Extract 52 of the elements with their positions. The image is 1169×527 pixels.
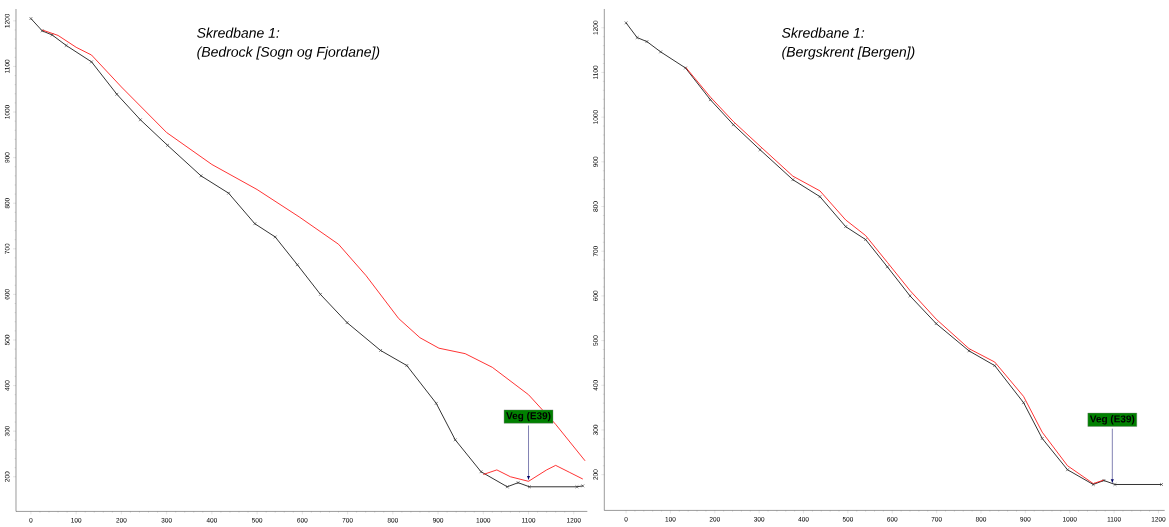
annotation: Veg (E39) <box>1089 414 1135 425</box>
point <box>434 401 438 405</box>
point <box>967 348 971 353</box>
line-series <box>482 464 584 482</box>
text: (Bergskrent [Bergen]) <box>782 46 915 60</box>
point <box>1091 482 1095 487</box>
point <box>273 235 277 239</box>
point <box>165 143 170 147</box>
point <box>575 484 579 489</box>
point <box>863 237 868 242</box>
point <box>758 147 762 152</box>
point <box>479 469 483 474</box>
point <box>199 173 203 178</box>
point <box>731 122 736 127</box>
line-series <box>685 66 1105 484</box>
point <box>138 117 143 122</box>
point <box>885 264 890 269</box>
point <box>50 33 54 37</box>
annotation: Veg (E39) <box>506 411 551 422</box>
point <box>505 484 509 489</box>
point <box>934 321 938 326</box>
point <box>405 363 409 368</box>
point <box>115 92 119 96</box>
point <box>993 363 997 368</box>
point <box>453 437 457 442</box>
point <box>345 320 349 325</box>
text: Skredbane 1: <box>197 27 280 38</box>
point <box>658 49 663 54</box>
point <box>253 221 257 226</box>
point <box>1065 467 1070 472</box>
point <box>908 294 912 298</box>
point <box>645 39 649 44</box>
point <box>295 262 300 267</box>
point <box>1102 478 1106 482</box>
point <box>1021 400 1026 405</box>
point <box>64 43 68 47</box>
point <box>226 191 231 195</box>
point <box>40 28 44 33</box>
point <box>791 177 795 182</box>
point <box>635 35 639 40</box>
point <box>1040 436 1044 440</box>
text: Skredbane 1: <box>781 27 865 38</box>
point <box>378 348 383 352</box>
point <box>843 224 848 229</box>
point <box>527 484 532 489</box>
point <box>318 292 323 296</box>
point <box>818 194 822 199</box>
point <box>89 59 94 64</box>
point <box>708 97 713 102</box>
point <box>516 480 520 485</box>
point <box>683 66 688 70</box>
text: (Bedrock [Sogn og Fjordane]) <box>197 46 380 60</box>
